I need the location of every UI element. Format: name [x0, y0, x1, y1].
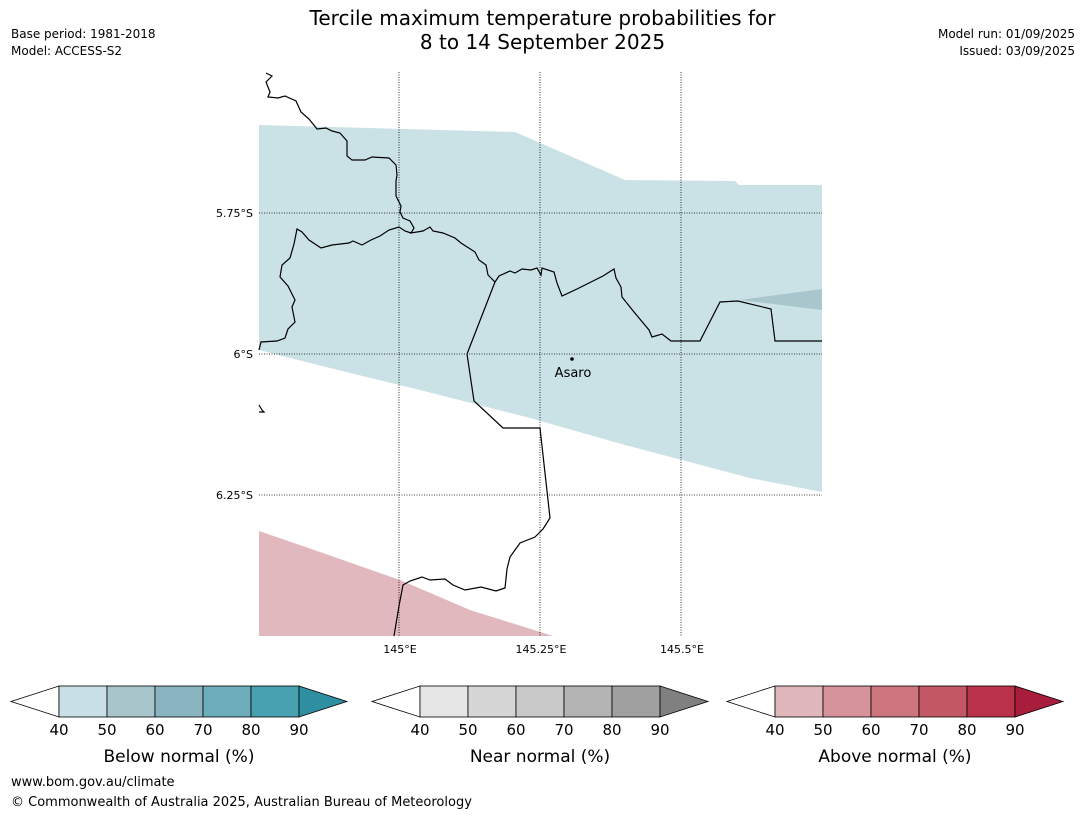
border-west-fragment [258, 404, 266, 413]
legend-tick-label: 50 [97, 721, 116, 739]
issued-date: Issued: 03/09/2025 [959, 44, 1075, 58]
title-line-2: 8 to 14 September 2025 [419, 30, 666, 54]
title-line-1: Tercile maximum temperature probabilitie… [309, 6, 776, 30]
legends: 40 50 60 70 80 90 Below normal (%) 40 50 60 70 80 90… [9, 685, 1065, 767]
border-northwest [265, 72, 822, 342]
legend-title: Near normal (%) [470, 747, 610, 767]
lat-label-6: 6°S [234, 348, 253, 361]
legend-tick-label: 70 [193, 721, 212, 739]
below-normal-50-region [740, 289, 822, 310]
lon-label-145: 145°E [383, 643, 416, 656]
legend-tick-label: 70 [554, 721, 573, 739]
legend-over-arrow [1014, 685, 1065, 718]
legend-swatch [966, 685, 1016, 718]
lat-label-6-25: 6.25°S [216, 489, 253, 502]
border-central [393, 281, 551, 637]
legend-2: 40 50 60 70 80 90 Near normal (%) [370, 685, 710, 767]
legend-tick-label: 90 [289, 721, 308, 739]
legend-swatch [611, 685, 661, 718]
legend-over-arrow [298, 685, 349, 718]
legend-swatch [419, 685, 469, 718]
place-marker: Asaro [555, 357, 592, 381]
legend-title: Below normal (%) [104, 747, 255, 767]
legend-tick-label: 90 [1005, 721, 1024, 739]
legend-tick-label: 40 [49, 721, 68, 739]
lon-label-145-5: 145.5°E [660, 643, 704, 656]
legend-tick-label: 80 [957, 721, 976, 739]
copyright-text: © Commonwealth of Australia 2025, Austra… [11, 795, 472, 810]
legend-swatch [202, 685, 252, 718]
legend-swatch [250, 685, 300, 718]
legend-under-arrow [370, 685, 421, 718]
model-name: Model: ACCESS-S2 [11, 44, 123, 58]
place-label: Asaro [555, 366, 592, 381]
axis-labels: 5.75°S 6°S 6.25°S 145°E 145.25°E 145.5°E [216, 207, 704, 656]
legend-swatch [822, 685, 872, 718]
base-period: Base period: 1981-2018 [11, 27, 156, 41]
gridlines [259, 72, 822, 636]
legend-swatch [106, 685, 156, 718]
legend-swatch [154, 685, 204, 718]
legend-swatch [515, 685, 565, 718]
legend-swatch [774, 685, 824, 718]
legend-tick-label: 90 [650, 721, 669, 739]
province-borders [258, 72, 822, 637]
legend-under-arrow [725, 685, 776, 718]
meta-left: Base period: 1981-2018 Model: ACCESS-S2 [11, 26, 156, 60]
border-west-lobe [258, 243, 296, 351]
legend-tick-label: 60 [506, 721, 525, 739]
lat-label-5-75: 5.75°S [216, 207, 253, 220]
legend-tick-label: 80 [241, 721, 260, 739]
town-dot [570, 357, 574, 361]
website-link[interactable]: www.bom.gov.au/climate [11, 775, 175, 790]
legend-under-arrow [9, 685, 60, 718]
legend-swatch [58, 685, 108, 718]
legend-tick-label: 40 [410, 721, 429, 739]
border-west [293, 226, 412, 249]
meta-right: Model run: 01/09/2025 Issued: 03/09/2025 [938, 26, 1075, 60]
model-run: Model run: 01/09/2025 [937, 27, 1075, 41]
legend-over-arrow [659, 685, 710, 718]
legend-1: 40 50 60 70 80 90 Below normal (%) [9, 685, 349, 767]
legend-tick-label: 70 [909, 721, 928, 739]
lon-label-145-25: 145.25°E [516, 643, 567, 656]
legend-tick-label: 50 [458, 721, 477, 739]
probability-shading [259, 125, 822, 636]
legend-tick-label: 80 [602, 721, 621, 739]
chart-title: Tercile maximum temperature probabilitie… [0, 6, 1085, 54]
legend-3: 40 50 60 70 80 90 Above normal (%) [725, 685, 1065, 767]
legend-tick-label: 60 [861, 721, 880, 739]
legend-swatch [870, 685, 920, 718]
legend-tick-label: 40 [765, 721, 784, 739]
legend-swatch [918, 685, 968, 718]
legend-title: Above normal (%) [818, 747, 971, 767]
legend-tick-label: 50 [813, 721, 832, 739]
legend-swatch [467, 685, 517, 718]
legend-tick-label: 60 [145, 721, 164, 739]
legend-swatch [563, 685, 613, 718]
